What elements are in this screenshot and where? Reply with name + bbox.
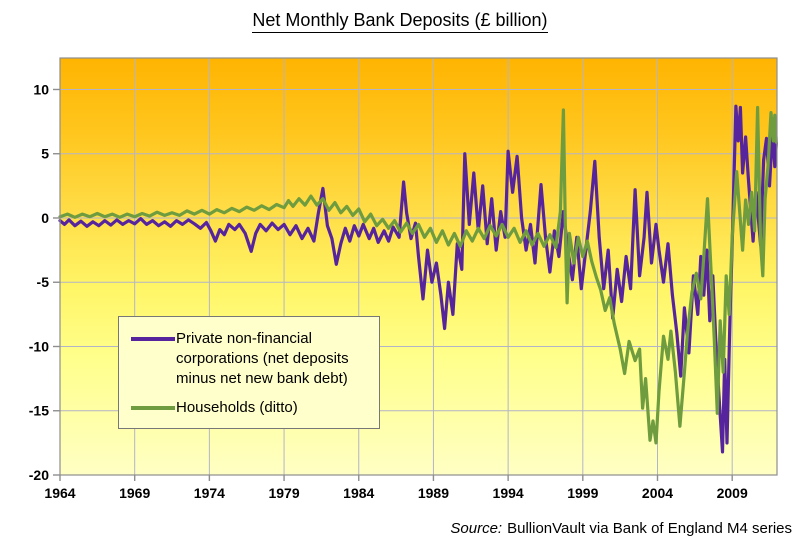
- y-tick-label: 0: [41, 210, 49, 226]
- x-tick-label: 1979: [268, 485, 299, 501]
- legend-label-households: Households (ditto): [176, 399, 298, 416]
- x-tick-label: 2009: [717, 485, 748, 501]
- pnfc-line-swatch: [131, 337, 175, 341]
- x-tick-label: 1984: [343, 485, 374, 501]
- series-line-households: [58, 105, 778, 445]
- x-tick-label: 1989: [418, 485, 449, 501]
- chart-title: Net Monthly Bank Deposits (£ billion): [0, 8, 800, 33]
- x-tick-label: 2004: [642, 485, 673, 501]
- legend-item-households: Households (ditto): [131, 398, 369, 418]
- source-line: Source: BullionVault via Bank of England …: [450, 520, 792, 537]
- x-tick-label: 1974: [194, 485, 225, 501]
- legend-label-pnfc: Private non-financial corporations (net …: [176, 330, 349, 387]
- legend-item-pnfc: Private non-financial corporations (net …: [131, 329, 369, 389]
- chart-legend: Private non-financial corporations (net …: [118, 316, 380, 429]
- y-tick-label: -15: [29, 403, 49, 419]
- chart-title-text: Net Monthly Bank Deposits (£ billion): [252, 10, 548, 33]
- y-tick-label: 10: [33, 81, 49, 97]
- y-tick-label: 5: [41, 146, 49, 162]
- source-prefix: Source:: [450, 520, 503, 537]
- households-line-swatch: [131, 406, 175, 410]
- y-tick-label: -5: [37, 274, 50, 290]
- source-text: BullionVault via Bank of England M4 seri…: [507, 520, 792, 537]
- x-tick-label: 1999: [567, 485, 598, 501]
- plot-border: [59, 57, 778, 476]
- x-tick-label: 1964: [44, 485, 75, 501]
- y-tick-label: -20: [29, 467, 49, 483]
- x-tick-label: 1969: [119, 485, 150, 501]
- x-tick-label: 1994: [493, 485, 524, 501]
- y-tick-label: -10: [29, 338, 49, 354]
